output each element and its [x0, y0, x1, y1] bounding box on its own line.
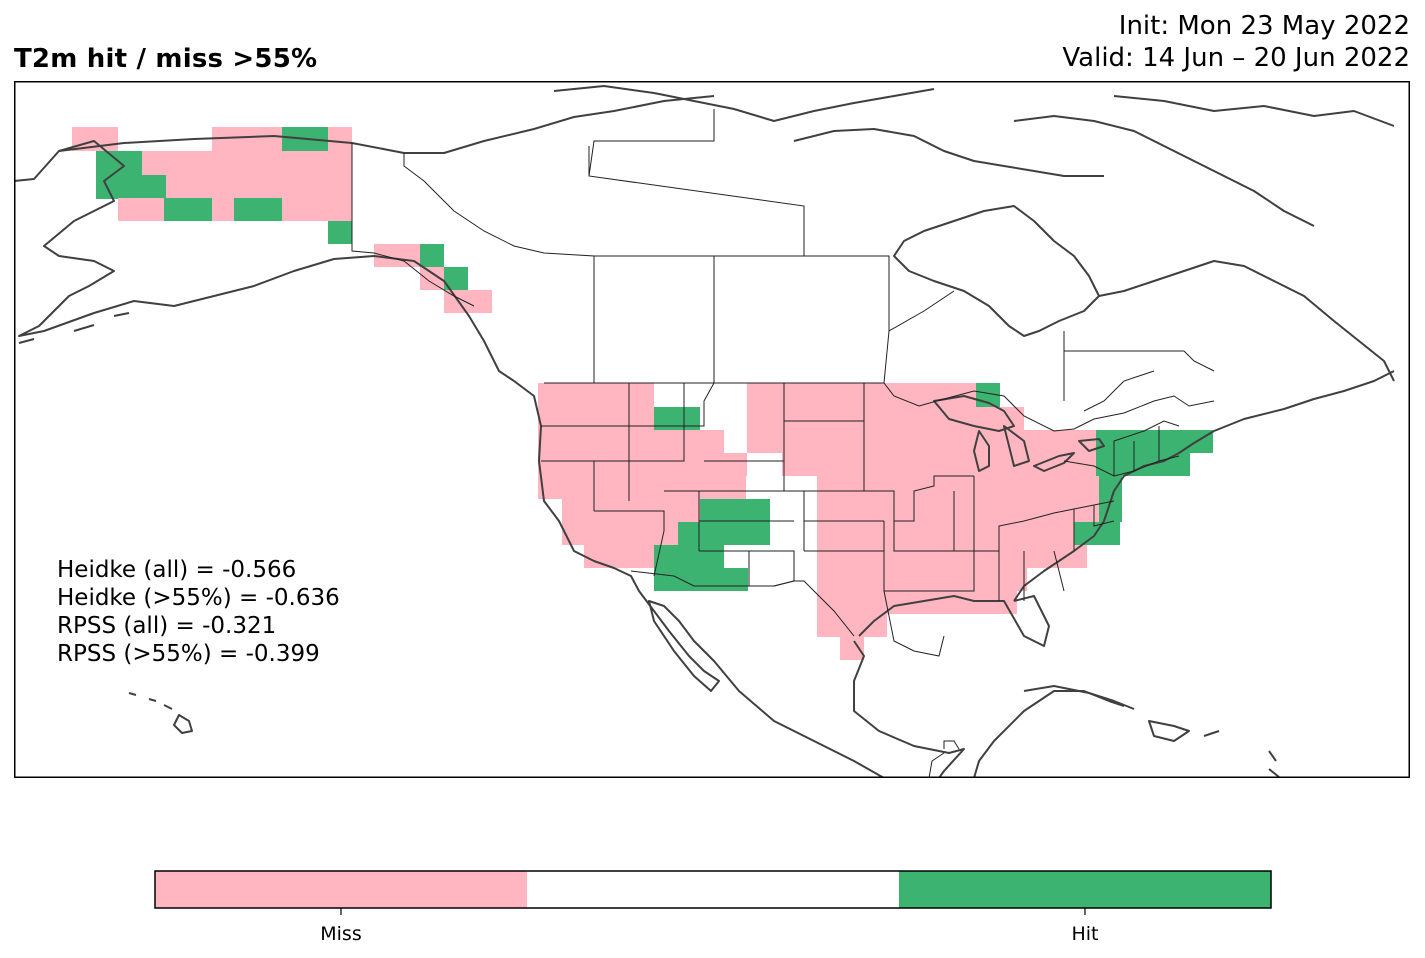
rpss-all: RPSS (all) = -0.321 — [57, 613, 277, 639]
hit-cell — [1096, 430, 1178, 453]
colorbar-outline — [154, 870, 1272, 909]
miss-cell — [840, 637, 864, 660]
arctic-archipelago — [553, 85, 1395, 227]
miss-cell — [782, 453, 817, 476]
skill-scores: Heidke (all) = -0.566 Heidke (>55%) = -0… — [57, 556, 340, 668]
hit-cell — [328, 221, 352, 244]
map-frame — [14, 81, 1410, 778]
miss-cell — [282, 198, 352, 221]
miss-cell — [817, 545, 1087, 568]
hit-cell — [654, 568, 748, 591]
political-borders — [351, 109, 1215, 778]
hit-cell — [654, 407, 700, 430]
miss-cell — [1051, 522, 1074, 545]
colorbar-segment-miss — [155, 871, 527, 908]
arctic-coast — [58, 95, 715, 154]
miss-cell — [374, 244, 420, 267]
miss-cell — [538, 476, 700, 499]
miss-cell — [782, 383, 882, 407]
colorbar-segment-hit — [899, 871, 1271, 908]
date-info: Init: Mon 23 May 2022 Valid: 14 Jun – 20… — [1062, 10, 1410, 74]
us-state-borders — [541, 382, 1180, 657]
hit-cell — [678, 522, 770, 545]
hit-cell — [700, 499, 770, 522]
us-canada-border — [544, 382, 1215, 432]
valid-period: Valid: 14 Jun – 20 Jun 2022 — [1062, 43, 1410, 73]
alaska-coast — [14, 140, 515, 382]
hit-cell — [420, 244, 444, 267]
territory-borders — [588, 109, 715, 177]
miss-cell — [538, 453, 724, 476]
labrador-coast — [1098, 260, 1395, 382]
coastlines — [14, 85, 1395, 778]
miss-cell — [538, 383, 654, 407]
miss-cell — [584, 545, 654, 568]
colorbar: Miss Hit — [154, 870, 1272, 945]
miss-cell — [700, 476, 746, 499]
colorbar-label-miss: Miss — [320, 923, 361, 945]
hit-cell — [164, 198, 212, 221]
miss-cell — [817, 522, 1051, 545]
hit-cell — [234, 198, 282, 221]
miss-cell — [747, 430, 782, 453]
miss-cell — [795, 407, 1000, 430]
miss-cell — [212, 198, 234, 221]
caribbean-islands — [1023, 685, 1280, 778]
miss-cell — [700, 430, 724, 453]
miss-cell — [747, 383, 782, 407]
colorbar-label-hit: Hit — [1071, 923, 1098, 945]
miss-cell — [1075, 499, 1099, 522]
init-date: Init: Mon 23 May 2022 — [1118, 11, 1410, 41]
miss-cell — [444, 290, 492, 313]
alaska-canada-border — [351, 143, 475, 307]
miss-cell — [142, 151, 352, 175]
forecast-map — [14, 81, 1410, 778]
miss-cell — [538, 407, 654, 430]
colorbar-segment-neutral — [527, 871, 899, 908]
miss-cell — [817, 499, 1075, 522]
miss-cell — [747, 407, 795, 430]
map-title: T2m hit / miss >55% — [14, 44, 318, 74]
miss-cell — [118, 198, 164, 221]
hit-cell — [1074, 522, 1120, 545]
aleutian-islands — [18, 312, 130, 344]
miss-cell — [817, 568, 1027, 591]
miss-cell — [817, 476, 1099, 499]
miss-cell — [212, 127, 282, 151]
us-mexico-border — [630, 570, 855, 637]
great-lakes — [933, 395, 1105, 472]
miss-cell — [538, 430, 700, 453]
heidke-55: Heidke (>55%) = -0.636 — [57, 585, 340, 611]
hit-cell — [444, 267, 468, 290]
miss-cell — [166, 175, 352, 199]
miss-cell — [562, 522, 656, 545]
miss-cell — [782, 430, 792, 453]
miss-cell — [792, 430, 1078, 453]
miss-cell — [817, 614, 887, 637]
miss-cell — [420, 267, 444, 290]
rpss-55: RPSS (>55%) = -0.399 — [57, 641, 320, 667]
central-america-borders — [928, 740, 960, 778]
heidke-all: Heidke (all) = -0.566 — [57, 557, 297, 583]
pacific-coast — [513, 380, 885, 778]
hit-cell — [1099, 476, 1122, 499]
gulf-coast — [853, 595, 1125, 778]
miss-cell — [654, 522, 678, 545]
province-borders — [403, 146, 1215, 412]
miss-cell — [328, 127, 352, 151]
hit-cell — [654, 545, 724, 568]
miss-cell — [724, 453, 747, 476]
hawaii — [128, 692, 193, 734]
hudson-bay — [893, 205, 1100, 337]
